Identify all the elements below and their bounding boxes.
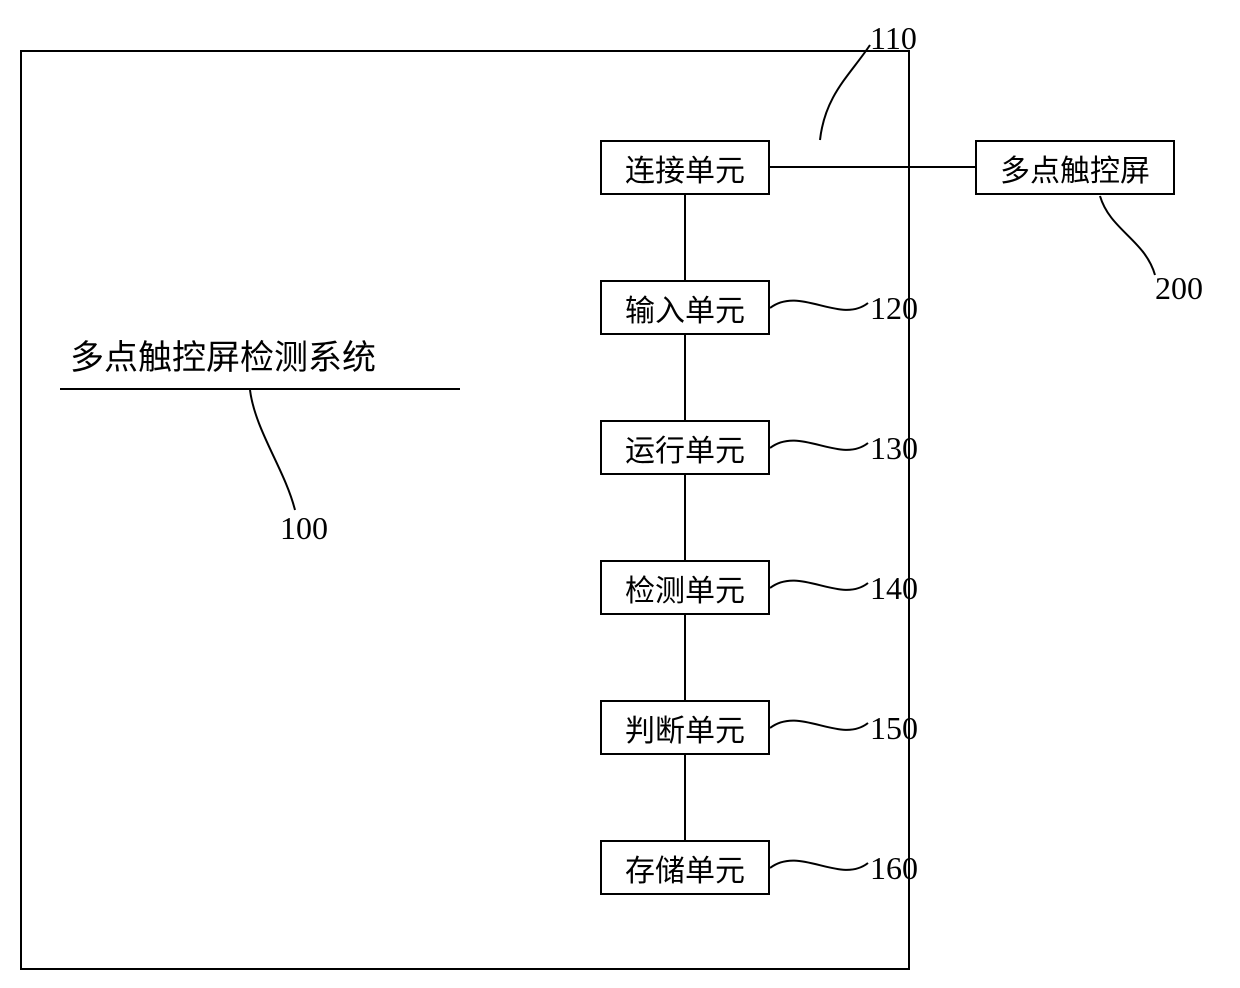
ref-110: 110 (870, 20, 917, 57)
detect-unit-block: 检测单元 (600, 560, 770, 615)
lead-200 (1100, 196, 1155, 275)
ref-130: 130 (870, 430, 918, 467)
ref-120: 120 (870, 290, 918, 327)
ref-200: 200 (1155, 270, 1203, 307)
ref-100: 100 (280, 510, 328, 547)
run-unit-label: 运行单元 (625, 426, 745, 470)
connect-unit-label: 连接单元 (625, 146, 745, 190)
ref-160: 160 (870, 850, 918, 887)
ref-150: 150 (870, 710, 918, 747)
store-unit-block: 存储单元 (600, 840, 770, 895)
system-title: 多点触控屏检测系统 (70, 330, 376, 379)
system-title-underline (60, 388, 460, 390)
touchscreen-block: 多点触控屏 (975, 140, 1175, 195)
input-unit-block: 输入单元 (600, 280, 770, 335)
touchscreen-label: 多点触控屏 (1000, 146, 1150, 190)
judge-unit-block: 判断单元 (600, 700, 770, 755)
system-container-box (20, 50, 910, 970)
judge-unit-label: 判断单元 (625, 706, 745, 750)
input-unit-label: 输入单元 (625, 286, 745, 330)
detect-unit-label: 检测单元 (625, 566, 745, 610)
store-unit-label: 存储单元 (625, 846, 745, 890)
run-unit-block: 运行单元 (600, 420, 770, 475)
connect-unit-block: 连接单元 (600, 140, 770, 195)
diagram-canvas: 多点触控屏检测系统 连接单元 输入单元 运行单元 检测单元 判断单元 存储单元 … (0, 0, 1240, 988)
ref-140: 140 (870, 570, 918, 607)
